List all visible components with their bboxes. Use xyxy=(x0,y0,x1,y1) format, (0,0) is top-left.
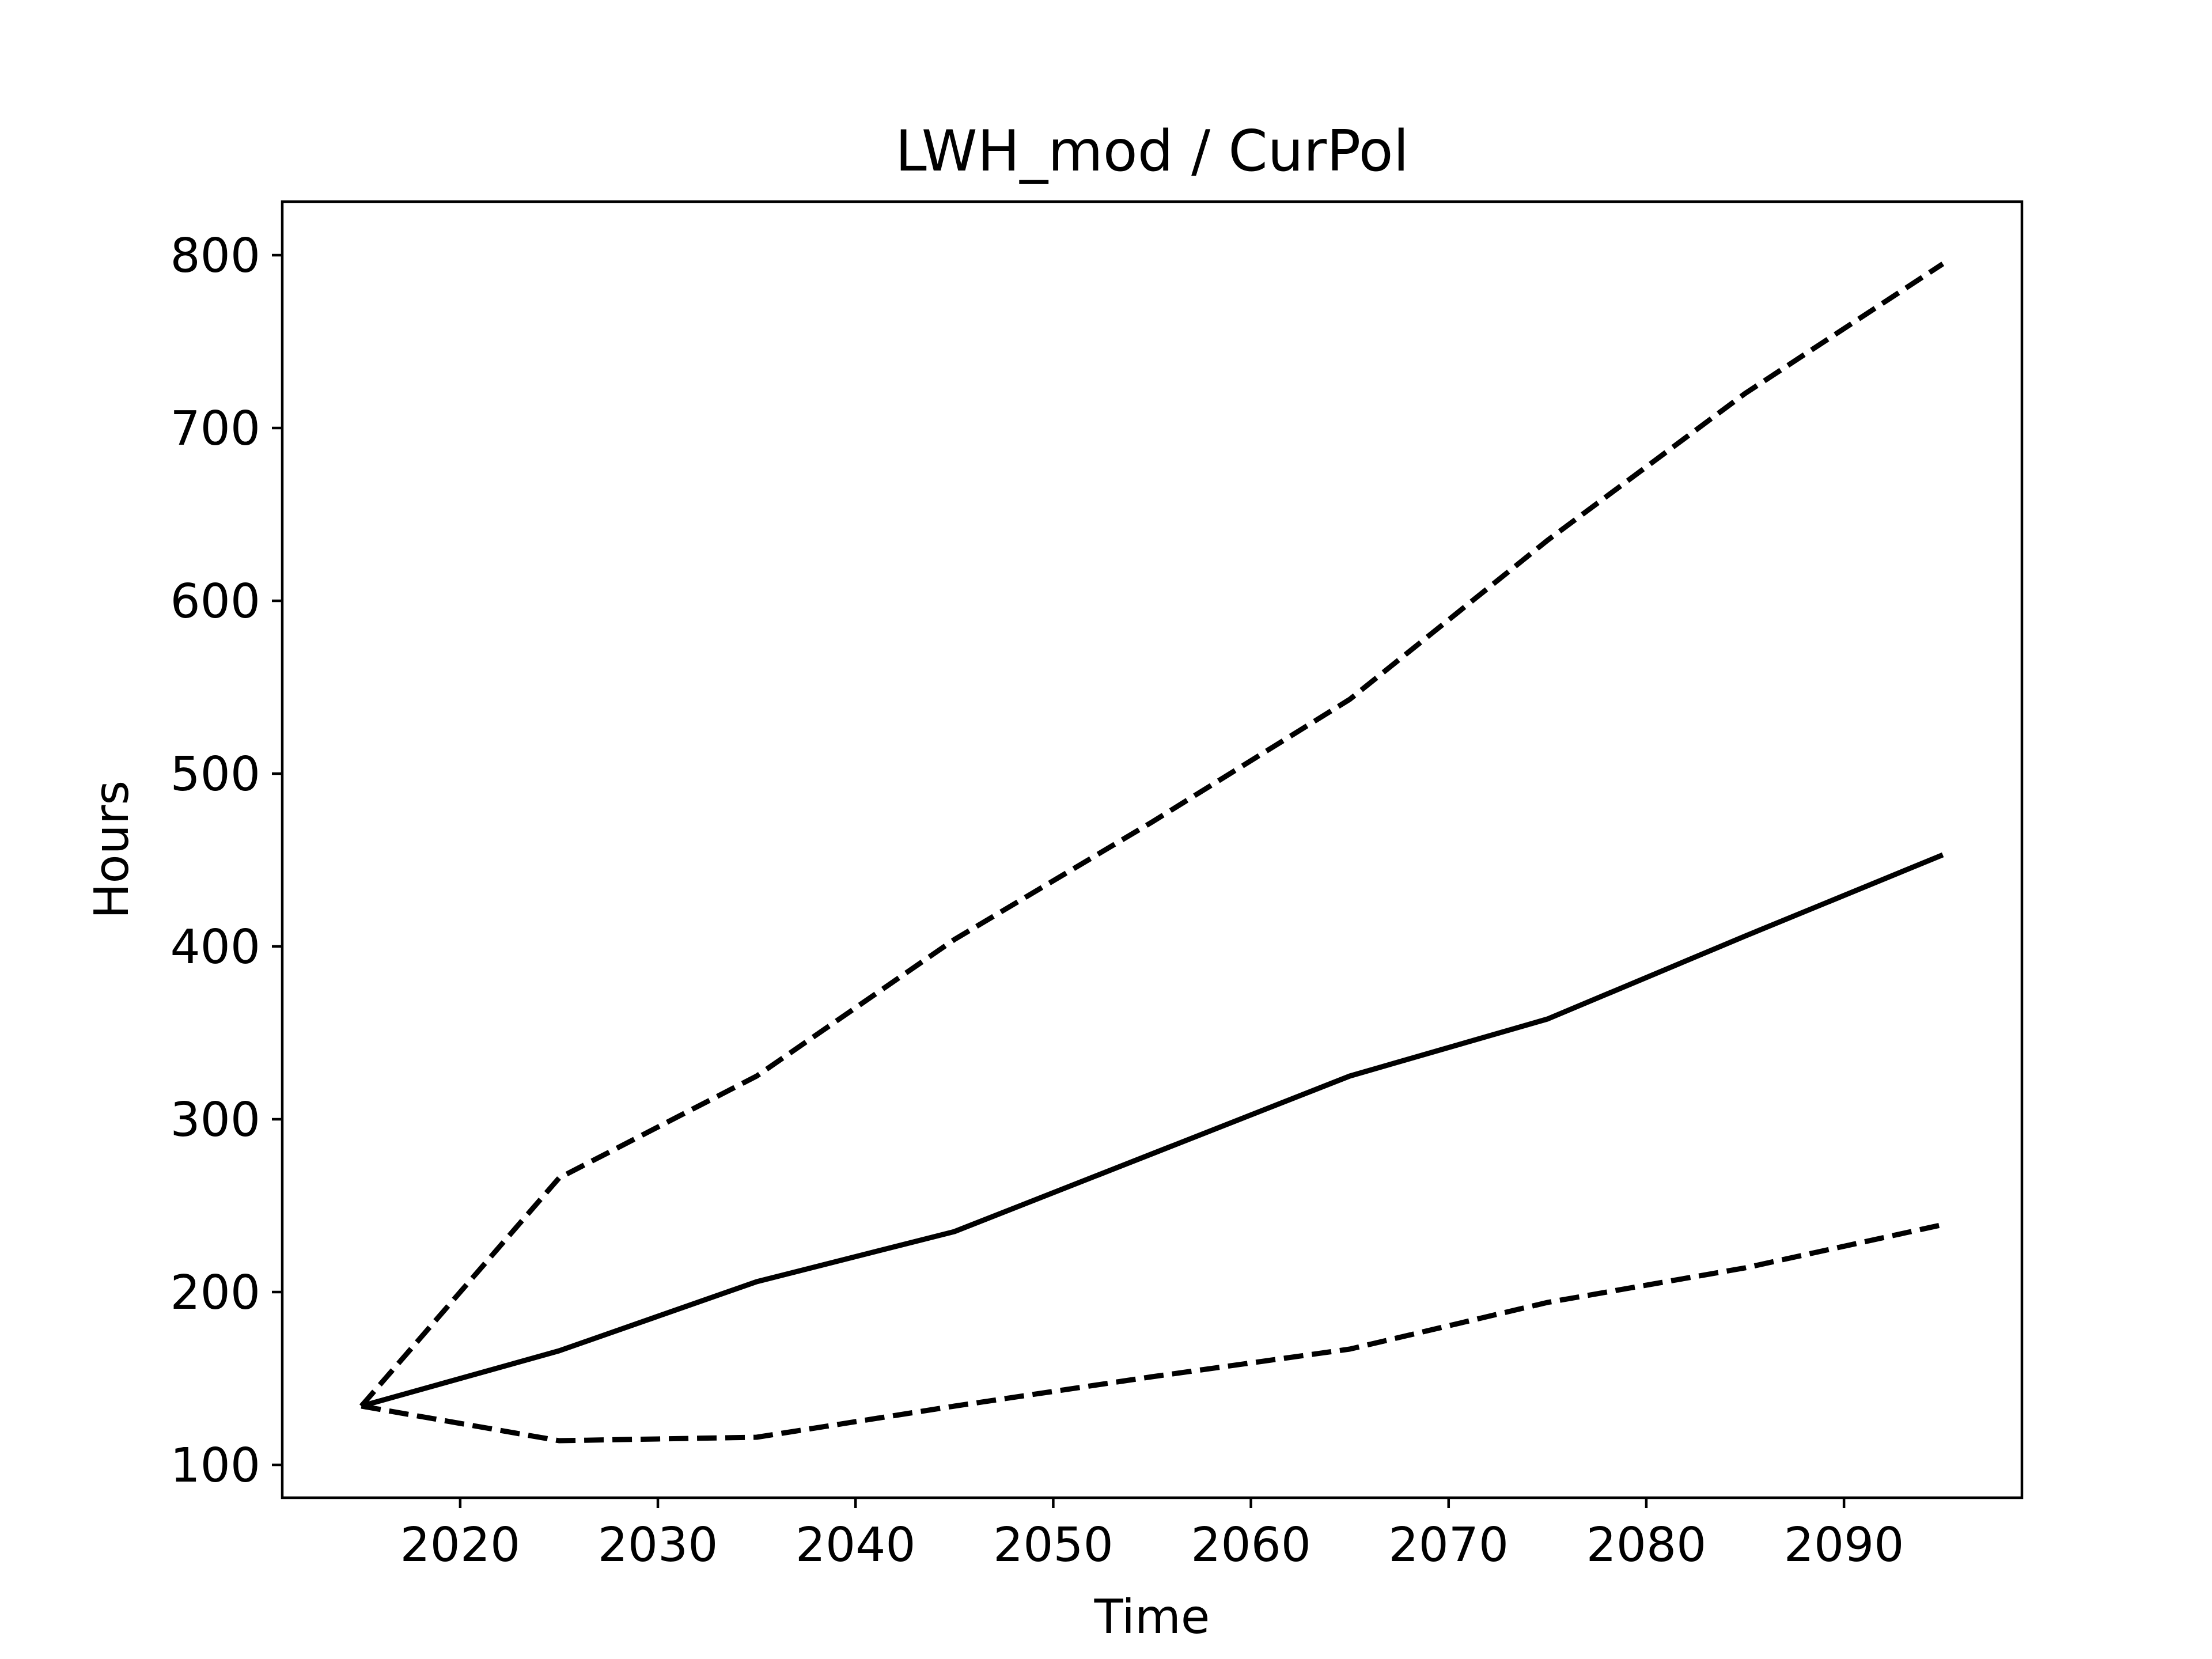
y-tick-label: 600 xyxy=(170,574,260,629)
x-axis-label: Time xyxy=(1094,1590,1210,1645)
y-tick-label: 300 xyxy=(170,1093,260,1147)
x-tick-label: 2020 xyxy=(400,1518,521,1573)
y-axis-ticks: 100 200 300 400 500 600 700 800 xyxy=(170,229,282,1493)
x-tick-label: 2070 xyxy=(1388,1518,1509,1573)
x-tick-label: 2090 xyxy=(1784,1518,1904,1573)
y-tick-label: 700 xyxy=(170,402,260,456)
x-tick-label: 2050 xyxy=(993,1518,1113,1573)
x-tick-label: 2040 xyxy=(796,1518,916,1573)
chart-title: LWH_mod / CurPol xyxy=(895,119,1409,184)
y-tick-label: 200 xyxy=(170,1266,260,1320)
x-tick-label: 2080 xyxy=(1586,1518,1707,1573)
y-tick-label: 100 xyxy=(170,1438,260,1493)
plot-frame xyxy=(281,200,2024,1499)
x-tick-label: 2060 xyxy=(1191,1518,1311,1573)
y-tick-label: 800 xyxy=(170,229,260,283)
series-line-3 xyxy=(361,1222,1944,1444)
y-axis-label: Hours xyxy=(85,781,139,919)
series-line-1 xyxy=(359,262,1945,1408)
series-line-2 xyxy=(361,852,1944,1409)
plot-series xyxy=(359,262,1945,1444)
x-tick-label: 2030 xyxy=(598,1518,718,1573)
y-tick-label: 400 xyxy=(170,920,260,975)
x-axis-ticks: 2020 2030 2040 2050 2060 2070 2080 2090 xyxy=(400,1498,1904,1573)
y-tick-label: 500 xyxy=(170,747,260,802)
